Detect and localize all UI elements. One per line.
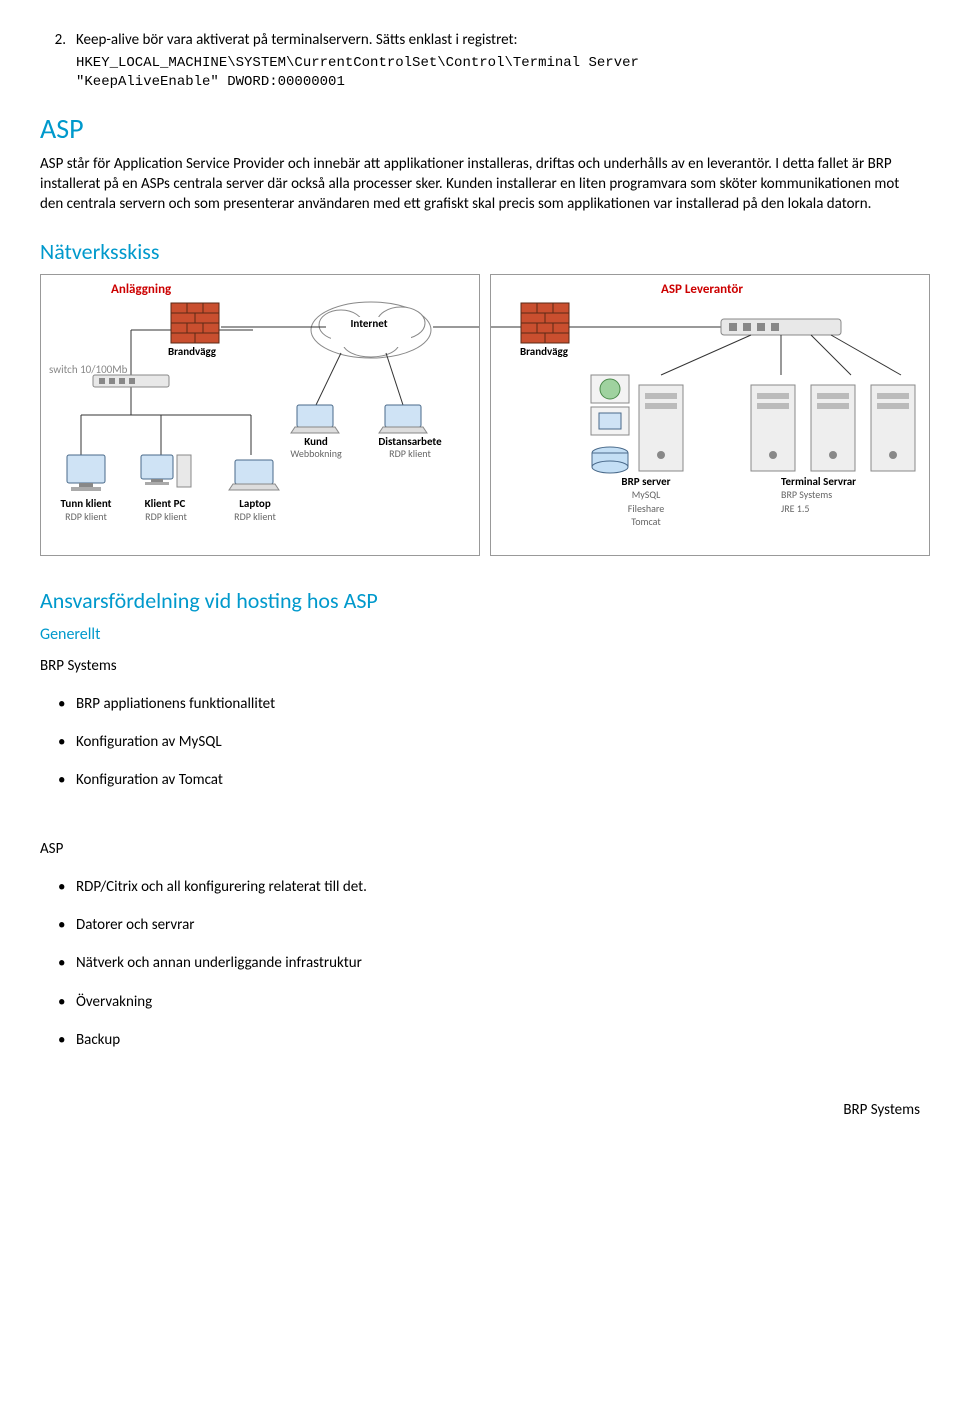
klientpc-sub: RDP klient <box>131 510 201 524</box>
switch-label: switch 10/100Mb <box>49 363 139 378</box>
list-item: Konfiguration av Tomcat <box>76 770 920 790</box>
internet-label: Internet <box>339 317 399 332</box>
diagram-left-panel: Anläggning <box>40 274 480 556</box>
asp-heading: ASP <box>40 110 920 148</box>
item-body: Keep-alive bör vara aktiverat på termina… <box>76 30 920 92</box>
asp-leverantor-title: ASP Leverantör <box>661 281 743 299</box>
list-item: BRP appliationens funktionallitet <box>76 694 920 714</box>
laptop-sub: RDP klient <box>223 510 287 524</box>
list-item: RDP/Citrix och all konfigurering relater… <box>76 877 920 897</box>
list-item: Konfiguration av MySQL <box>76 732 920 752</box>
brp-bullets: BRP appliationens funktionallitet Konfig… <box>40 694 920 791</box>
numbered-item: 2. Keep-alive bör vara aktiverat på term… <box>40 30 920 92</box>
diagram-right-panel: ASP Leverantör <box>490 274 930 556</box>
brandvagg-label-right: Brandvägg <box>509 345 579 360</box>
asp-label: ASP <box>40 839 920 859</box>
list-item: Backup <box>76 1030 920 1050</box>
list-item: Datorer och servrar <box>76 915 920 935</box>
item-number: 2. <box>40 30 76 92</box>
ansvars-heading: Ansvarsfördelning vid hosting hos ASP <box>40 586 920 616</box>
footer: BRP Systems <box>40 1100 920 1120</box>
network-diagram: Anläggning <box>40 274 920 556</box>
brandvagg-label-left: Brandvägg <box>157 345 227 360</box>
distans-sub: RDP klient <box>375 447 445 461</box>
brp-systems-label: BRP Systems <box>40 656 920 676</box>
natverksskiss-heading: Nätverksskiss <box>40 237 920 267</box>
termserv-sub: BRP Systems JRE 1.5 <box>781 488 901 515</box>
kund-sub: Webbokning <box>281 447 351 461</box>
item-lead: Keep-alive bör vara aktiverat på termina… <box>76 31 518 49</box>
tunn-sub: RDP klient <box>51 510 121 524</box>
registry-path: HKEY_LOCAL_MACHINE\SYSTEM\CurrentControl… <box>76 54 920 92</box>
list-item: Nätverk och annan underliggande infrastr… <box>76 953 920 973</box>
anlaggning-title: Anläggning <box>111 281 171 299</box>
asp-paragraph: ASP står för Application Service Provide… <box>40 154 920 215</box>
brpserver-sub: MySQL Fileshare Tomcat <box>601 488 691 529</box>
generellt-heading: Generellt <box>40 624 920 646</box>
list-item: Övervakning <box>76 992 920 1012</box>
asp-bullets: RDP/Citrix och all konfigurering relater… <box>40 877 920 1050</box>
